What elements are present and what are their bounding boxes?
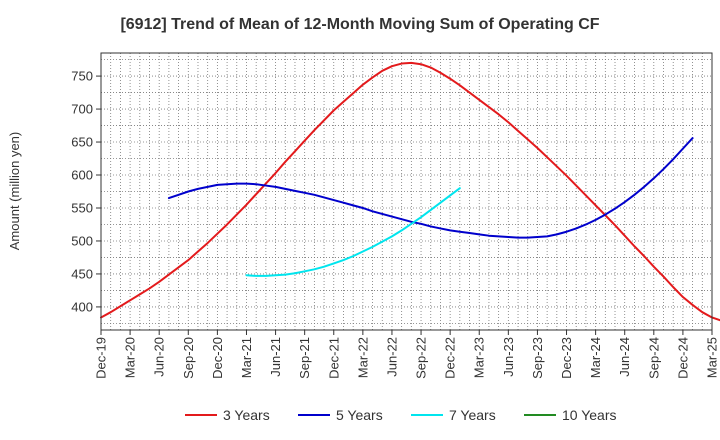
y-tick-label: 400 <box>71 299 93 314</box>
x-tick-label: Sep-22 <box>414 337 429 379</box>
legend-label: 5 Years <box>336 407 383 423</box>
y-tick-label: 750 <box>71 69 93 84</box>
x-tick-label: Mar-23 <box>472 337 487 378</box>
x-tick-label: Dec-22 <box>443 337 458 379</box>
x-tick-label: Sep-21 <box>297 337 312 379</box>
legend-label: 10 Years <box>562 407 617 423</box>
y-axis: 400 450 500 550 600 650 700 750 <box>71 69 101 314</box>
x-tick-label: Dec-24 <box>675 337 690 379</box>
x-tick-label: Mar-21 <box>239 337 254 378</box>
legend: 3 Years 5 Years 7 Years 10 Years <box>185 407 617 423</box>
grid <box>101 53 712 330</box>
series-line-3-years <box>100 61 720 322</box>
y-tick-label: 650 <box>71 135 93 150</box>
x-tick-label: Sep-24 <box>646 337 661 379</box>
x-tick-label: Sep-23 <box>530 337 545 379</box>
x-tick-label: Dec-20 <box>210 337 225 379</box>
legend-label: 7 Years <box>449 407 496 423</box>
y-axis-label: Amount (million yen) <box>7 132 22 251</box>
chart-title: [6912] Trend of Mean of 12-Month Moving … <box>120 16 599 33</box>
y-tick-label: 450 <box>71 266 93 281</box>
x-tick-label: Jun-20 <box>152 337 167 377</box>
x-tick-label: Jun-24 <box>617 337 632 377</box>
series-line-5-years <box>167 137 694 239</box>
x-axis: Dec-19 Mar-20 Jun-20 Sep-20 Dec-20 Mar-21 Jun-… <box>94 330 720 379</box>
y-tick-label: 550 <box>71 200 93 215</box>
x-tick-label: Dec-23 <box>559 337 574 379</box>
x-tick-label: Jun-21 <box>268 337 283 377</box>
x-tick-label: Mar-25 <box>705 337 720 378</box>
legend-label: 3 Years <box>223 407 270 423</box>
series-line-7-years <box>245 187 461 277</box>
series-layer <box>100 61 720 322</box>
plot-frame <box>100 52 713 331</box>
x-tick-label: Jun-22 <box>384 337 399 377</box>
x-tick-label: Mar-20 <box>123 337 138 378</box>
x-tick-label: Mar-22 <box>355 337 370 378</box>
y-tick-label: 500 <box>71 233 93 248</box>
x-tick-label: Sep-20 <box>181 337 196 379</box>
x-tick-label: Dec-21 <box>326 337 341 379</box>
y-tick-label: 600 <box>71 168 93 183</box>
x-tick-label: Jun-23 <box>501 337 516 377</box>
y-tick-label: 700 <box>71 102 93 117</box>
x-tick-label: Dec-19 <box>94 337 109 379</box>
x-tick-label: Mar-24 <box>588 337 603 378</box>
